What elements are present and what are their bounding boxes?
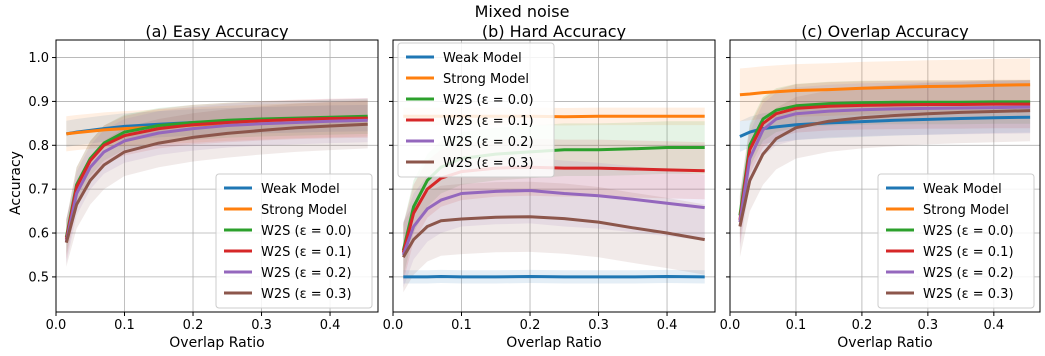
legend-label-w2s-eps-0-3: W2S (ε = 0.3) [261,287,352,302]
series-line-w2s-eps-0-1 [738,102,1031,221]
legend-box [215,173,373,309]
legend-label-weak-model: Weak Model [923,182,1002,197]
panel-title: (b) Hard Accuracy [482,22,626,41]
panel-title: (c) Overlap Accuracy [801,22,968,41]
legend-label-w2s-eps-0-1: W2S (ε = 0.1) [923,245,1014,260]
legend-label-w2s-eps-0-1: W2S (ε = 0.1) [443,114,534,129]
band-w2s-eps-0-1 [66,98,368,260]
y-tick-label: 0.6 [28,227,49,242]
x-tick-label: 0.2 [520,318,541,333]
x-tick-label: 0.0 [383,318,404,333]
x-tick-label: 0.4 [320,318,341,333]
band-weak-model [739,101,1031,152]
legend: Weak Model Strong Model W2S (ε = 0.0) W2S (… [397,42,555,178]
series-line-w2s-eps-0-3 [738,109,1031,227]
y-tick-label: 0.7 [28,183,49,198]
legend-label-strong-model: Strong Model [261,203,347,218]
legend: Weak Model Strong Model W2S (ε = 0.0) W2S (… [877,173,1035,309]
legend-box [877,173,1035,309]
band-w2s-eps-0-1 [739,79,1031,245]
x-tick-label: 0.2 [852,318,873,333]
axes-frame [729,39,1041,313]
legend-label-w2s-eps-0-0: W2S (ε = 0.0) [261,224,352,239]
x-tick-label: 0.1 [451,318,472,333]
x-tick-label: 0.3 [251,318,272,333]
legend: Weak Model Strong Model W2S (ε = 0.0) W2S (… [215,173,373,309]
x-tick-label: 0.3 [588,318,609,333]
x-tick-label: 0.4 [657,318,678,333]
x-tick-label: 0.2 [183,318,204,333]
legend-label-w2s-eps-0-2: W2S (ε = 0.2) [923,266,1014,281]
legend-label-strong-model: Strong Model [443,72,529,87]
y-axis-label: Accuracy [8,151,24,215]
x-axis-label: Overlap Ratio [506,335,601,351]
x-tick-label: 0.4 [983,318,1004,333]
legend-label-w2s-eps-0-3: W2S (ε = 0.3) [443,156,534,171]
axes-frame [392,39,716,313]
panel-easy-accuracy: 0.0 0.1 0.2 0.3 0.4 0.5 0.6 0.7 0.8 0.9 1.0 (a) Eas… [28,22,379,351]
series-line-strong-model [739,83,1031,97]
x-axis-label: Overlap Ratio [837,335,932,351]
x-tick-label: 0.0 [46,318,67,333]
x-tick-label: 0.0 [720,318,741,333]
legend-label-w2s-eps-0-1: W2S (ε = 0.1) [261,245,352,260]
x-tick-label: 0.1 [786,318,807,333]
y-tick-label: 0.9 [28,95,49,110]
legend-label-weak-model: Weak Model [261,182,340,197]
series-line-w2s-eps-0-2 [64,118,368,243]
series-line-w2s-eps-0-1 [64,116,368,240]
panel-hard-accuracy: 0.0 0.1 0.2 0.3 0.4 (b) Hard Accuracy Overlap … [383,22,716,351]
series-line-w2s-eps-0-2 [738,105,1031,223]
legend-label-w2s-eps-0-3: W2S (ε = 0.3) [923,287,1014,302]
x-tick-label: 0.1 [114,318,135,333]
legend-label-weak-model: Weak Model [443,51,522,66]
series-line-w2s-eps-0-0 [738,100,1031,216]
legend-label-w2s-eps-0-2: W2S (ε = 0.2) [443,135,534,150]
legend-label-w2s-eps-0-2: W2S (ε = 0.2) [261,266,352,281]
series-line-w2s-eps-0-2 [401,189,705,256]
panel-title: (a) Easy Accuracy [145,22,288,41]
axes-frame [55,39,379,313]
panel-overlap-accuracy: 0.0 0.1 0.2 0.3 0.4 (c) Overlap Accuracy Overl… [720,22,1041,351]
legend-label-w2s-eps-0-0: W2S (ε = 0.0) [923,224,1014,239]
band-w2s-eps-0-2 [403,157,705,288]
legend-box [397,42,555,178]
series-line-w2s-eps-0-3 [402,215,705,258]
legend-label-strong-model: Strong Model [923,203,1009,218]
x-tick-label: 0.3 [918,318,939,333]
x-axis-label: Overlap Ratio [169,335,264,351]
legend-label-w2s-eps-0-0: W2S (ε = 0.0) [443,93,534,108]
series-line-w2s-eps-0-3 [64,122,368,244]
figure-suptitle: Mixed noise [475,2,570,21]
band-w2s-eps-0-3 [403,181,705,293]
y-tick-label: 1.0 [28,51,49,66]
y-tick-label: 0.5 [28,270,49,285]
band-w2s-eps-0-3 [66,100,368,267]
band-w2s-eps-0-2 [66,98,368,264]
y-tick-label: 0.8 [28,139,49,154]
